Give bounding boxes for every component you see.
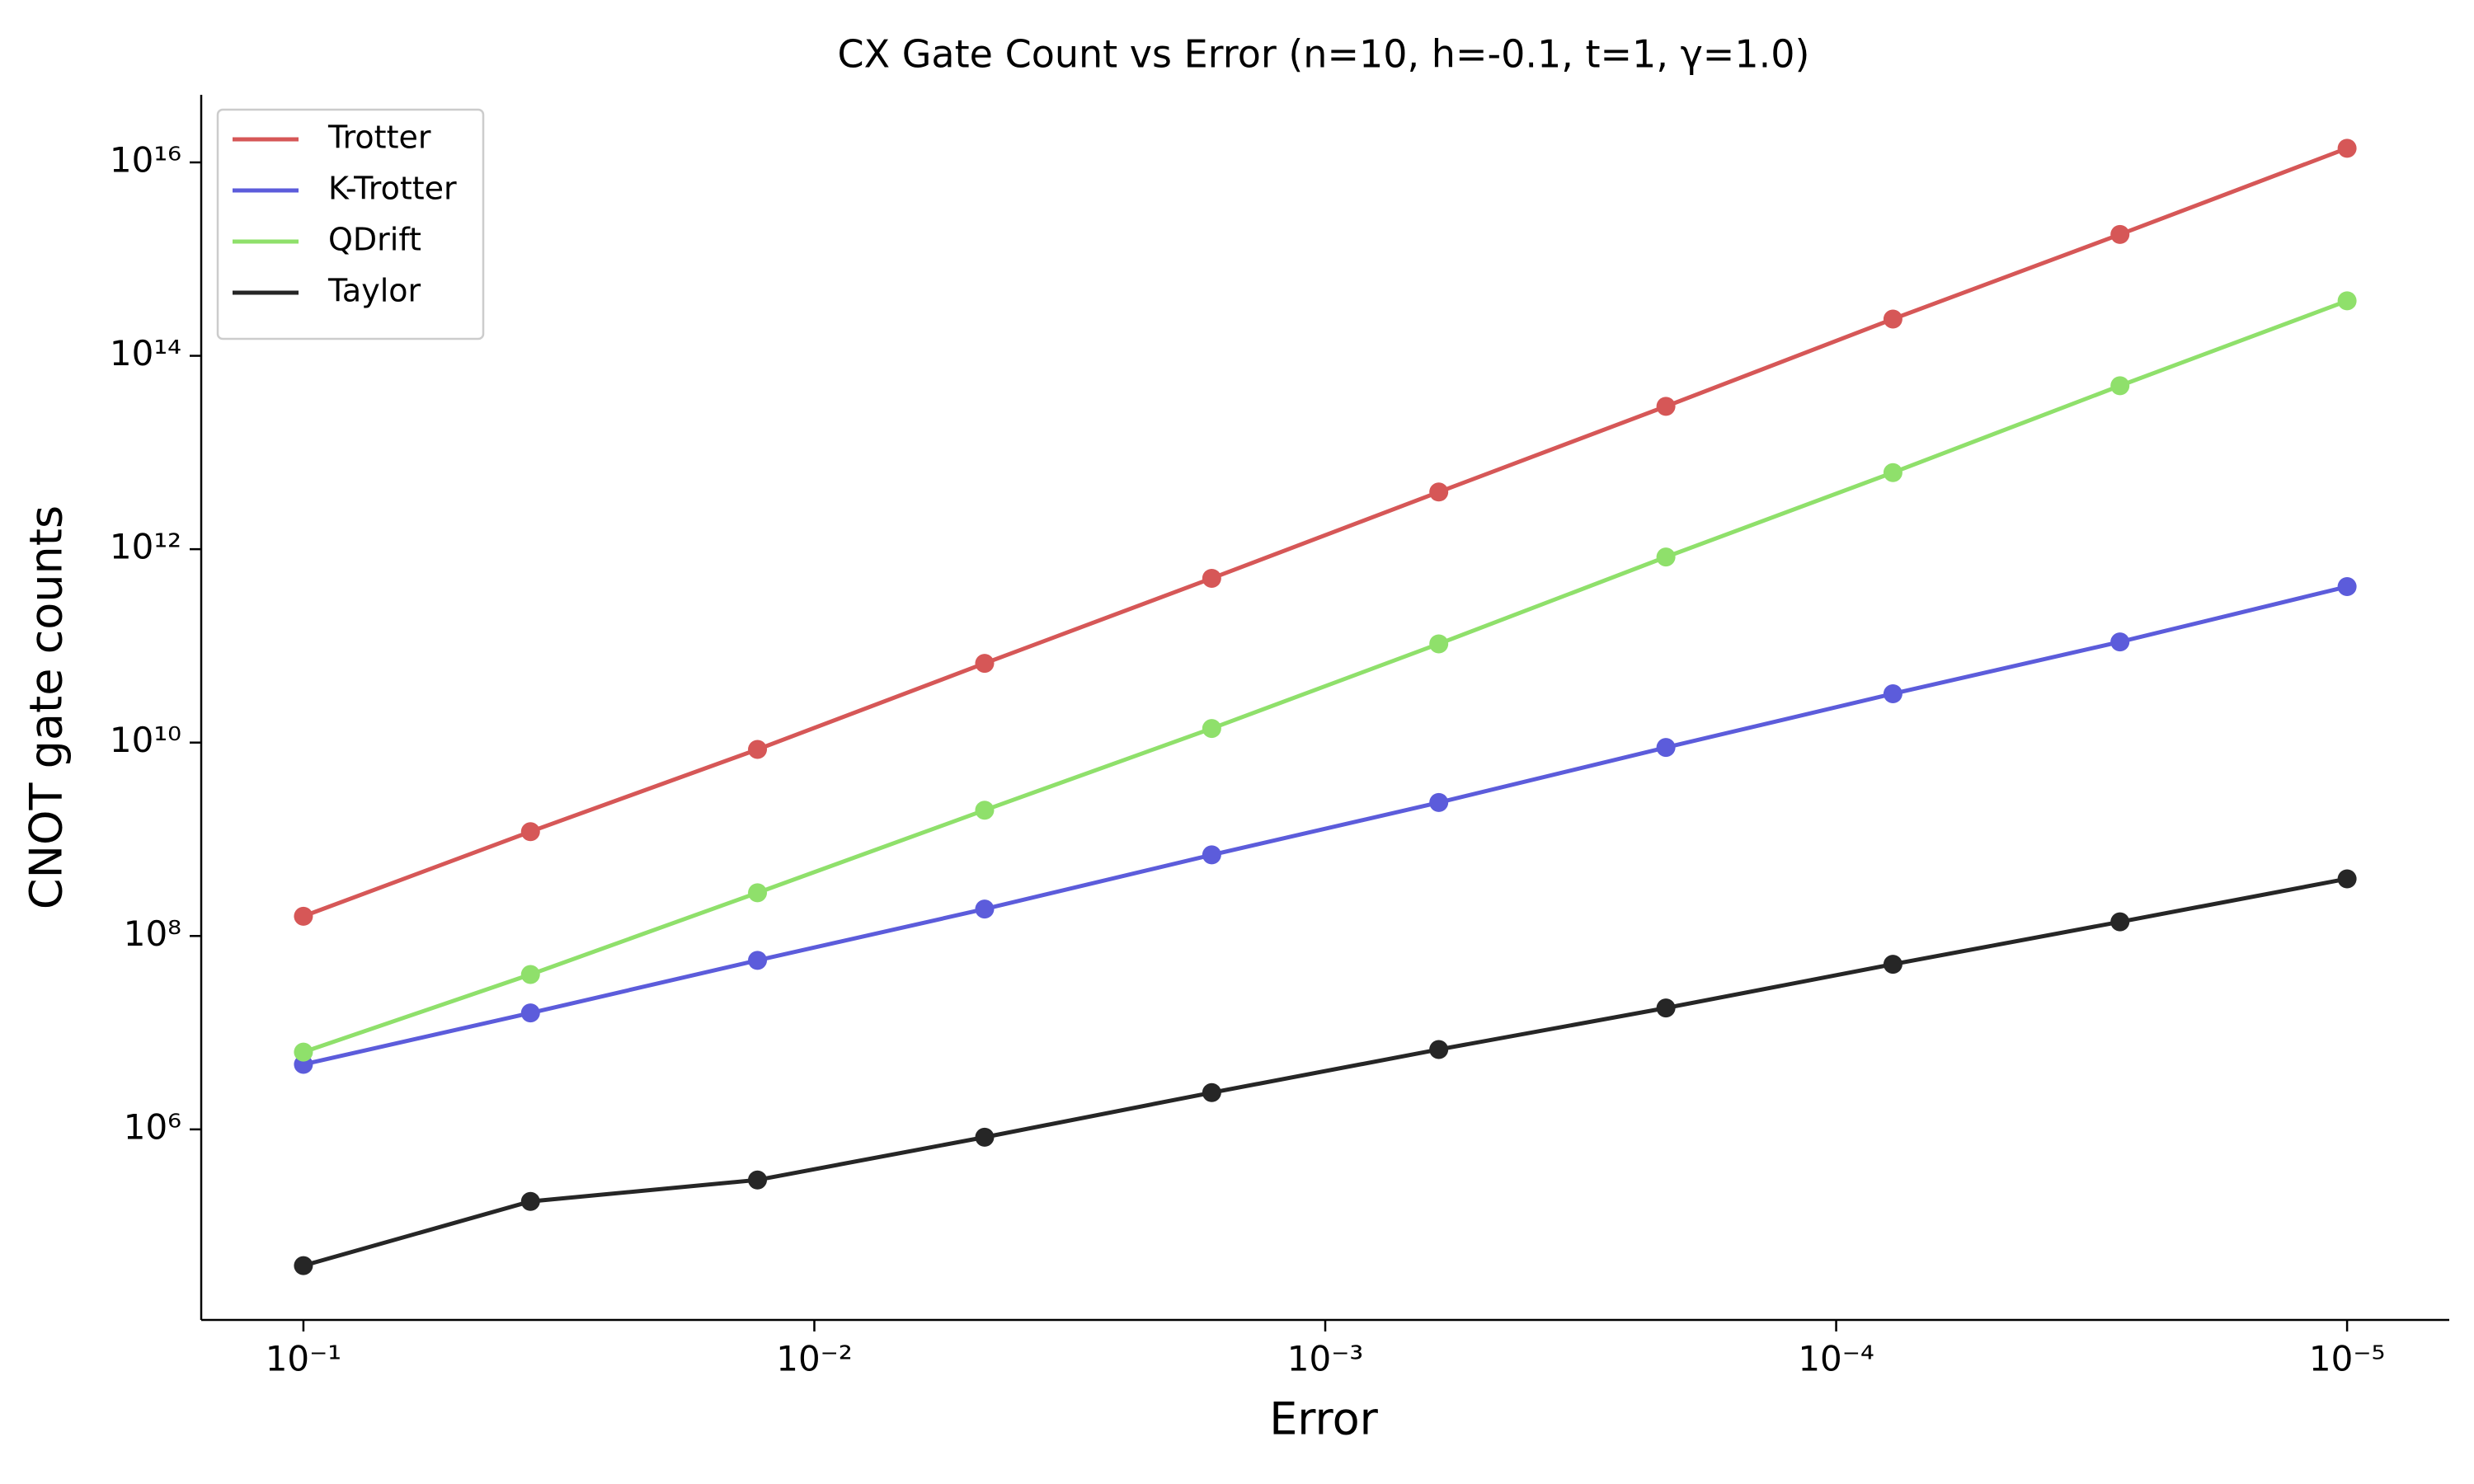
legend-label: Trotter [327,120,431,156]
data-point [748,1170,768,1190]
data-point [975,1127,995,1147]
legend-label: QDrift [328,222,421,258]
data-point [294,906,313,926]
x-tick-label: 10⁻⁴ [1798,1339,1874,1379]
y-tick-label: 10¹⁴ [110,333,181,373]
series-line [303,876,2348,1268]
data-point [975,899,995,919]
data-point [1429,482,1449,502]
legend-label: Taylor [327,273,421,309]
data-point [1883,955,1903,974]
x-axis-label: Error [1269,1393,1378,1445]
x-tick-label: 10⁻² [776,1339,852,1379]
data-point [1429,1040,1449,1059]
data-point [2110,632,2130,652]
y-axis-label: CNOT gate counts [21,505,73,909]
data-point [520,965,540,984]
data-point [1656,547,1676,567]
data-point [1429,792,1449,812]
data-point [294,1256,313,1275]
data-point [2110,224,2130,244]
x-tick-label: 10⁻⁵ [2309,1339,2385,1379]
y-tick-label: 10¹⁶ [110,139,181,180]
data-point [520,1191,540,1211]
data-point [1202,1082,1221,1102]
data-point [748,740,768,759]
data-point [975,801,995,820]
data-point [1883,463,1903,482]
data-point [2337,291,2357,311]
data-point [2110,376,2130,396]
data-point [1202,568,1221,588]
data-point [2337,869,2357,889]
data-point [2337,577,2357,597]
data-point [1656,397,1676,416]
data-point [975,654,995,674]
data-point [2110,912,2130,932]
chart-title: CX Gate Count vs Error (n=10, h=-0.1, t=… [838,32,1810,77]
data-point [1656,998,1676,1018]
y-tick-label: 10⁶ [124,1106,181,1147]
data-point [520,1003,540,1023]
legend-label: K-Trotter [328,171,457,207]
legend-box [216,108,485,340]
data-point [1429,634,1449,654]
x-tick-label: 10⁻³ [1287,1339,1363,1379]
y-tick-label: 10¹⁰ [110,720,181,760]
data-point [1202,719,1221,739]
data-point [1202,845,1221,865]
x-tick-label: 10⁻¹ [266,1339,341,1379]
data-point [294,1042,313,1062]
data-point [748,883,768,903]
y-tick-label: 10¹² [110,527,181,567]
series-line [303,585,2348,1067]
series-line [303,146,2348,918]
data-point [2337,139,2357,158]
y-tick-label: 10⁸ [124,913,181,954]
data-point [1883,309,1903,329]
series-line [303,298,2348,1054]
data-point [1656,738,1676,758]
data-point [520,822,540,842]
data-point [748,951,768,970]
data-point [1883,683,1903,703]
